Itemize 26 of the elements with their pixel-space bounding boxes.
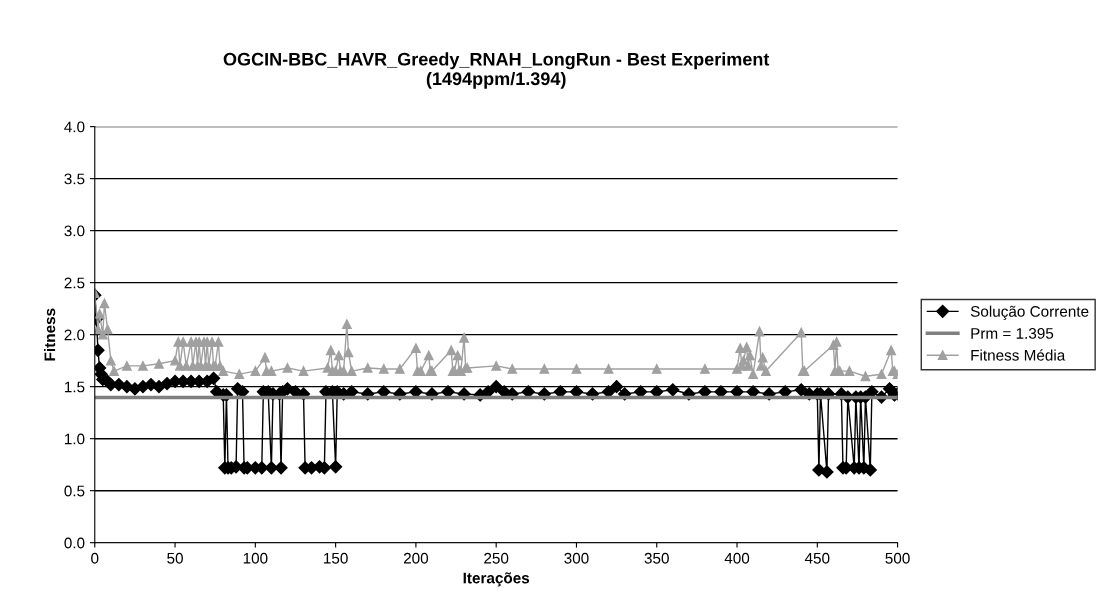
y-tick-label: 1.0 [64,433,85,445]
y-axis-title: Fitness [44,308,56,361]
legend-label: Solução Corrente [970,305,1089,320]
legend-label: Prm = 1.395 [971,327,1054,339]
x-tick-label: 200 [403,552,429,564]
legend-label: Fitness Média [971,349,1066,361]
y-tick-label: 2.0 [64,329,85,341]
x-tick-label: 350 [644,552,669,564]
x-tick-label: 0 [91,552,99,564]
x-tick-label: 250 [484,552,509,564]
x-tick-label: 50 [167,552,183,564]
y-tick-label: 1.5 [64,381,85,393]
x-tick-label: 150 [324,552,348,564]
y-tick-label: 3.0 [64,225,85,237]
x-tick-label: 500 [885,552,910,564]
x-axis-title: Iterações [463,572,530,587]
y-tick-label: 0.0 [64,537,85,549]
y-tick-label: 2.5 [64,277,85,289]
chart-title: OGCIN-BBC_HAVR_Greedy_RNAH_LongRun - Best Experiment (1494ppm/1.394) [223,52,770,89]
x-tick-label: 400 [724,552,750,564]
y-tick-label: 3.5 [64,173,85,185]
x-tick-label: 300 [564,552,589,564]
y-tick-label: 4.0 [64,121,85,133]
x-tick-label: 450 [804,552,830,564]
x-tick-label: 100 [243,552,268,564]
y-tick-label: 0.5 [64,485,85,497]
